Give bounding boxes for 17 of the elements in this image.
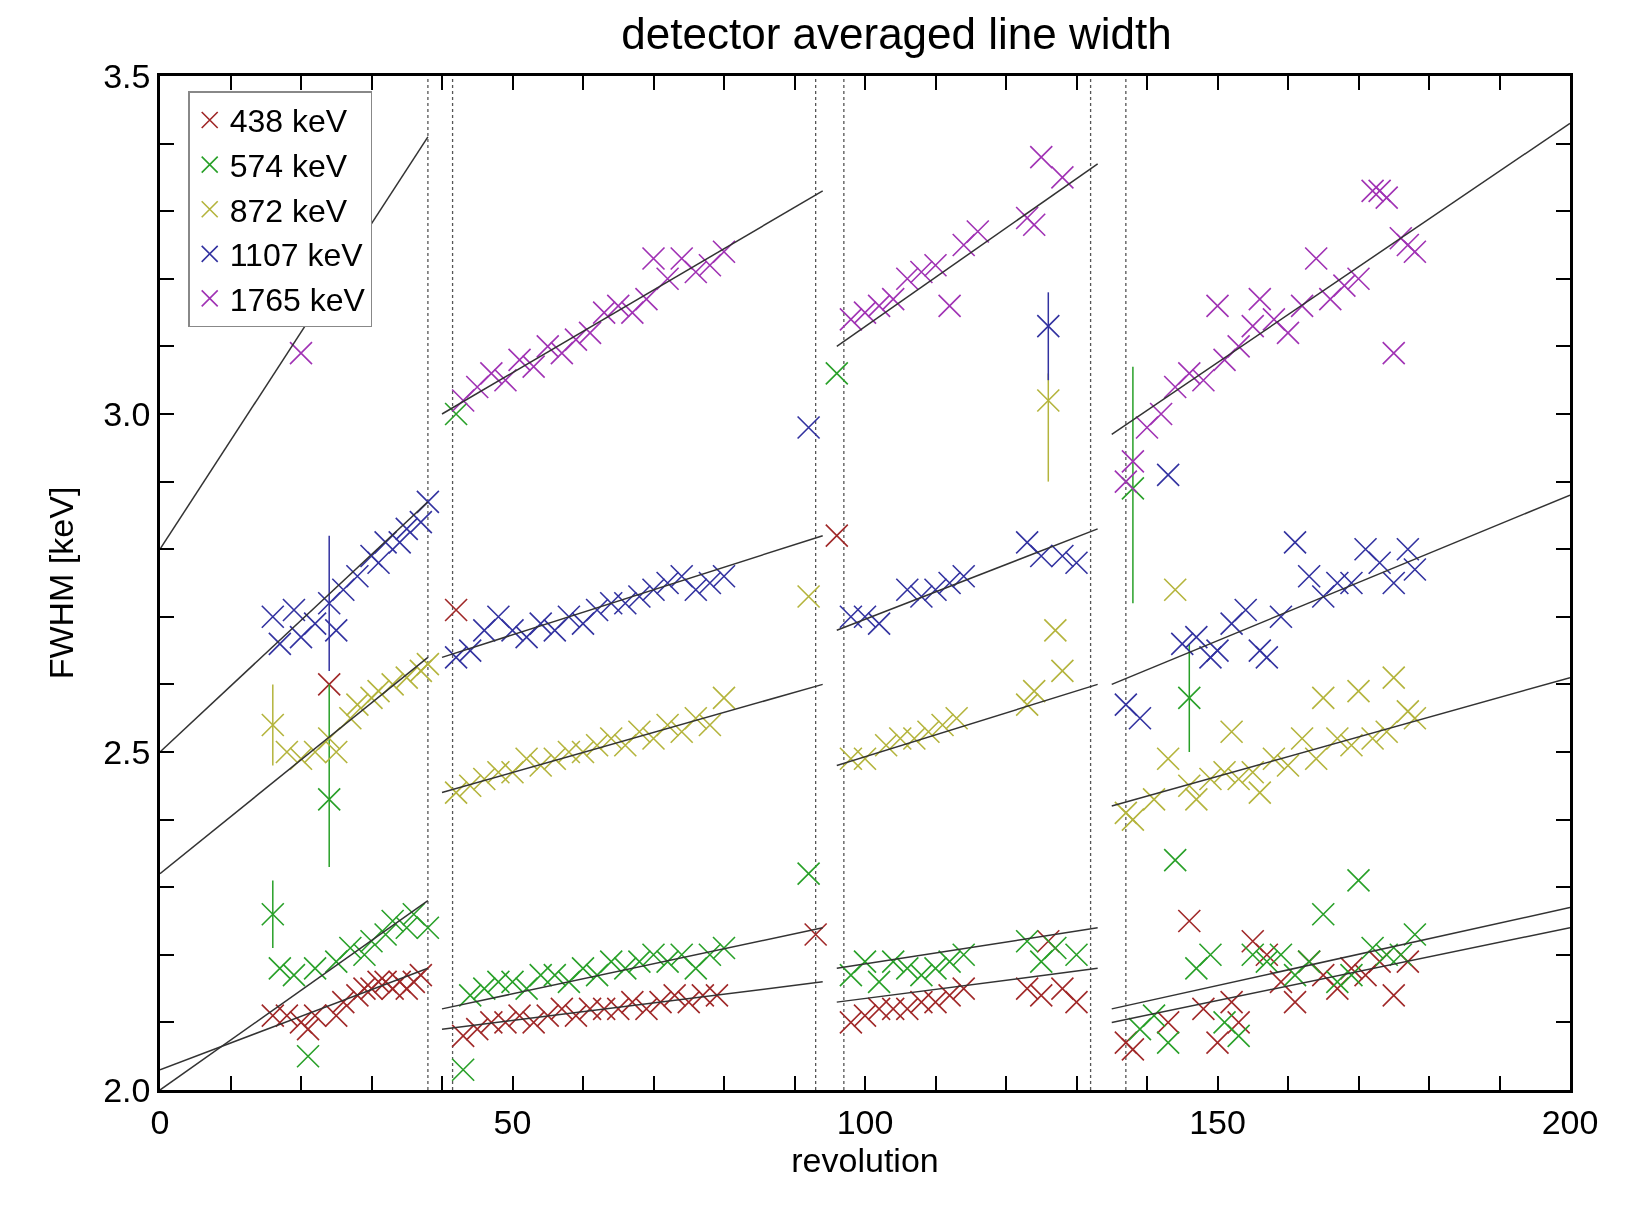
x-axis-title: revolution <box>791 1140 939 1179</box>
y-axis-title: FWHM [keV] <box>41 486 80 680</box>
y-tick-label: 3.5 <box>103 56 151 95</box>
y-tick-label: 2.5 <box>103 732 151 771</box>
legend-label: 1107 keV <box>229 237 364 274</box>
x-tick-label: 0 <box>150 1102 170 1141</box>
x-tick-label: 150 <box>1189 1102 1246 1141</box>
chart-title: detector averaged line width <box>621 8 1172 58</box>
y-tick-label: 3.0 <box>103 394 151 433</box>
x-tick-label: 50 <box>493 1102 532 1141</box>
y-tick-label: 2.0 <box>103 1070 151 1109</box>
legend-label: 574 keV <box>229 148 348 185</box>
legend-label: 872 keV <box>229 192 348 229</box>
legend-label: 438 keV <box>229 103 348 140</box>
x-tick-label: 200 <box>1541 1102 1599 1141</box>
x-tick-label: 100 <box>836 1102 894 1141</box>
legend-label: 1765 keV <box>229 281 366 318</box>
